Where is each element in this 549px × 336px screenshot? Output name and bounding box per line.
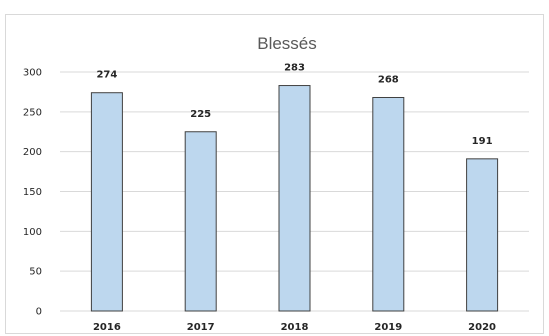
y-tick-label: 250 [23, 107, 42, 118]
data-label: 225 [190, 109, 211, 120]
y-tick-label: 50 [29, 267, 42, 278]
x-tick-label: 2019 [374, 322, 402, 333]
y-tick-label: 300 [23, 68, 42, 79]
y-tick-label: 150 [23, 187, 42, 198]
y-axis-ticks: 0 50 100 150 200 250 300 [23, 68, 42, 318]
y-tick-label: 100 [23, 227, 42, 238]
x-tick-label: 2018 [281, 322, 309, 333]
x-axis-ticks: 2016 2017 2018 2019 2020 [93, 322, 496, 333]
bar-2018 [279, 86, 310, 311]
bar-2017 [185, 132, 216, 311]
data-label: 274 [96, 70, 117, 81]
x-tick-label: 2016 [93, 322, 121, 333]
bars [91, 86, 497, 311]
x-tick-label: 2020 [468, 322, 496, 333]
bar-2020 [467, 159, 498, 311]
y-tick-label: 200 [23, 147, 42, 158]
x-tick-label: 2017 [187, 322, 215, 333]
data-label: 191 [472, 136, 493, 147]
y-tick-label: 0 [36, 307, 42, 318]
bar-2019 [373, 97, 404, 311]
bar-2016 [91, 93, 122, 311]
data-label: 268 [378, 74, 399, 85]
data-label: 283 [284, 63, 305, 74]
chart-title: Blessés [257, 34, 317, 53]
